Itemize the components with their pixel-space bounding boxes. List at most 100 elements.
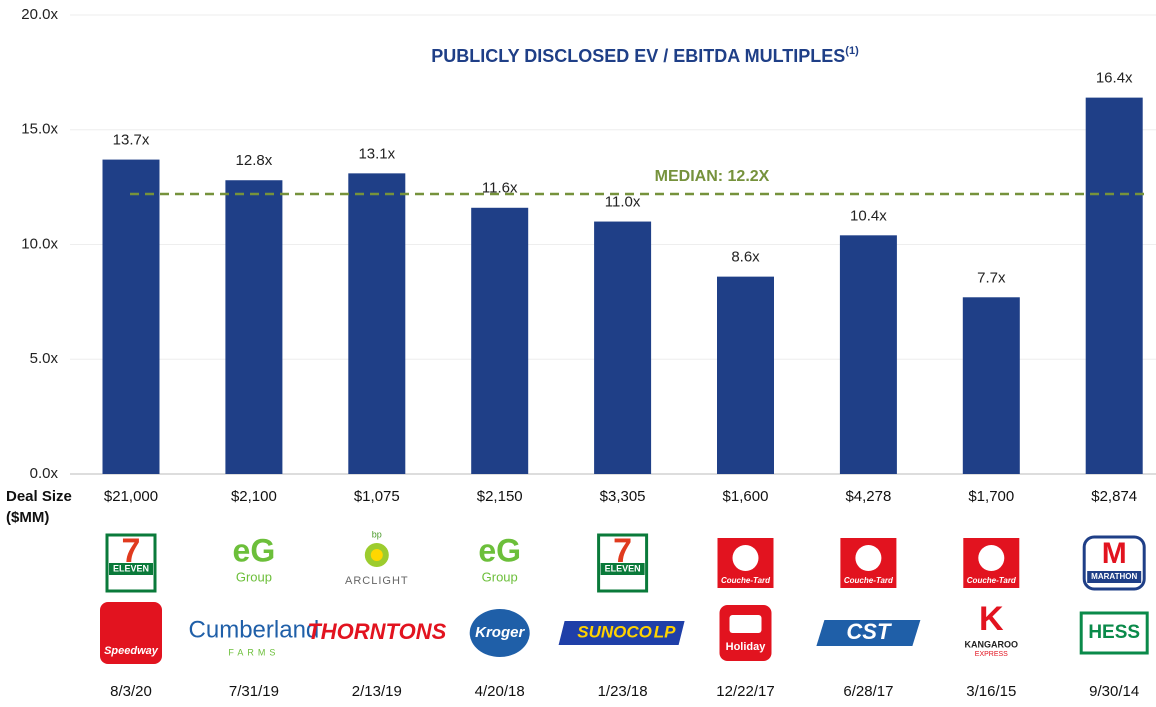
acquirer-logo: Couche-Tard [717,538,774,588]
target-logo: SUNOCO LP [558,621,685,645]
target-logo-text: K [979,600,1004,638]
target-logo-shape [558,621,685,645]
target-logo-text: Kroger [475,624,525,641]
acquirer-logo: Couche-Tard [840,538,897,588]
acquirer-logo-text: eG [478,532,521,568]
target-logo-text: HESS [1088,622,1140,643]
bar [348,173,406,475]
acquirer-logo: bp ARCLIGHT [345,529,409,587]
target-logo: Cumberland FARMS [189,616,320,657]
acquirer-logo-text: MARATHON [1091,572,1137,581]
target-logo-text: SUNOCO [577,622,652,641]
deal-size: $3,305 [600,488,646,505]
deal-size: $21,000 [104,488,158,505]
date-label: 4/20/18 [475,683,525,700]
date-label: 7/31/19 [229,683,279,700]
value-label: 7.7x [977,269,1006,286]
title-text: PUBLICLY DISCLOSED EV / EBITDA MULTIPLES [431,46,845,66]
title-note: (1) [845,45,859,57]
acquirer-logo-text: M [1102,537,1127,570]
y-tick-label: 15.0x [21,121,58,138]
target-logo-text: CST [846,619,892,644]
acquirer-logo-text: 7 [122,532,141,570]
bar [962,297,1020,474]
acquirer-logo: M MARATHON [1082,535,1146,591]
bar [471,207,529,474]
target-logo: Kroger [469,609,530,657]
target-logo: Speedway [100,602,162,664]
bar [594,221,652,474]
target-logo-text: THORNTONS [307,619,446,644]
value-label: 16.4x [1096,70,1133,87]
target-logo-text: Cumberland [189,616,320,643]
value-label: 10.4x [850,207,887,224]
bar [1085,97,1143,475]
date-label: 1/23/18 [598,683,648,700]
date-label: 3/16/15 [966,683,1016,700]
acquirer-logo-text: eG [233,532,276,568]
acquirer-logo-text: Group [482,569,518,584]
target-logo-shape [1079,611,1149,655]
target-logo: HESS [1079,611,1149,655]
acquirer-logo-shape [1087,571,1142,583]
acquirer-logo-text: Couche-Tard [967,576,1017,585]
acquirer-logo-shape [109,563,153,575]
target-logo-text: EXPRESS [975,651,1008,658]
y-tick-label: 20.0x [21,6,58,23]
target-logo: THORNTONS [307,619,446,644]
deal-size: $4,278 [845,488,891,505]
value-label: 13.1x [358,145,395,162]
deal-size: $1,700 [968,488,1014,505]
value-label: 11.6x [482,180,518,197]
acquirer-logo-text: ELEVEN [113,563,149,573]
target-logo-shape [816,620,921,646]
acquirer-logo-shape [978,545,1005,571]
acquirer-logo-text: ARCLIGHT [345,575,409,587]
acquirer-logo-text: 7 [613,532,632,570]
value-label: 11.0x [605,194,641,211]
deal-size: $2,100 [231,488,277,505]
acquirer-logo-text: Group [236,569,272,584]
deal-size: $1,600 [723,488,769,505]
date-label: 9/30/14 [1089,683,1139,700]
y-tick-label: 0.0x [30,465,59,482]
bar [839,235,897,474]
target-logo-text: Speedway [104,645,159,657]
target-logo: Holiday [719,605,772,661]
value-label: 13.7x [113,132,150,149]
acquirer-logo-text: Couche-Tard [721,576,771,585]
deal-size: $2,874 [1091,488,1137,505]
target-logo-text: Holiday [726,641,767,653]
median-label: MEDIAN: 12.2X [655,168,770,185]
target-logo-shape [729,615,762,633]
date-label: 8/3/20 [110,683,152,700]
row-label: Deal Size ($MM) [6,488,72,526]
date-label: 12/22/17 [716,683,774,700]
deal-size: $1,075 [354,488,400,505]
target-logo-text: FARMS [228,647,279,657]
target-logo: CST [816,619,921,646]
deal-size: $2,150 [477,488,523,505]
y-tick-label: 5.0x [30,350,59,367]
target-logo-shape [100,602,162,664]
acquirer-logo-shape [732,545,759,571]
acquirer-logo-text: ELEVEN [605,563,641,573]
date-label: 6/28/17 [843,683,893,700]
bar [717,276,774,474]
target-logo-shape [469,609,530,657]
bar [102,159,160,474]
date-label: 2/13/19 [352,683,402,700]
target-logo-text: KANGAROO [965,639,1019,649]
acquirer-logo: Couche-Tard [963,538,1020,588]
bar [225,180,283,475]
y-tick-label: 10.0x [21,235,58,252]
acquirer-logo-shape [855,545,882,571]
acquirer-logo-text: bp [372,529,382,539]
target-logo-text: LP [654,622,676,641]
